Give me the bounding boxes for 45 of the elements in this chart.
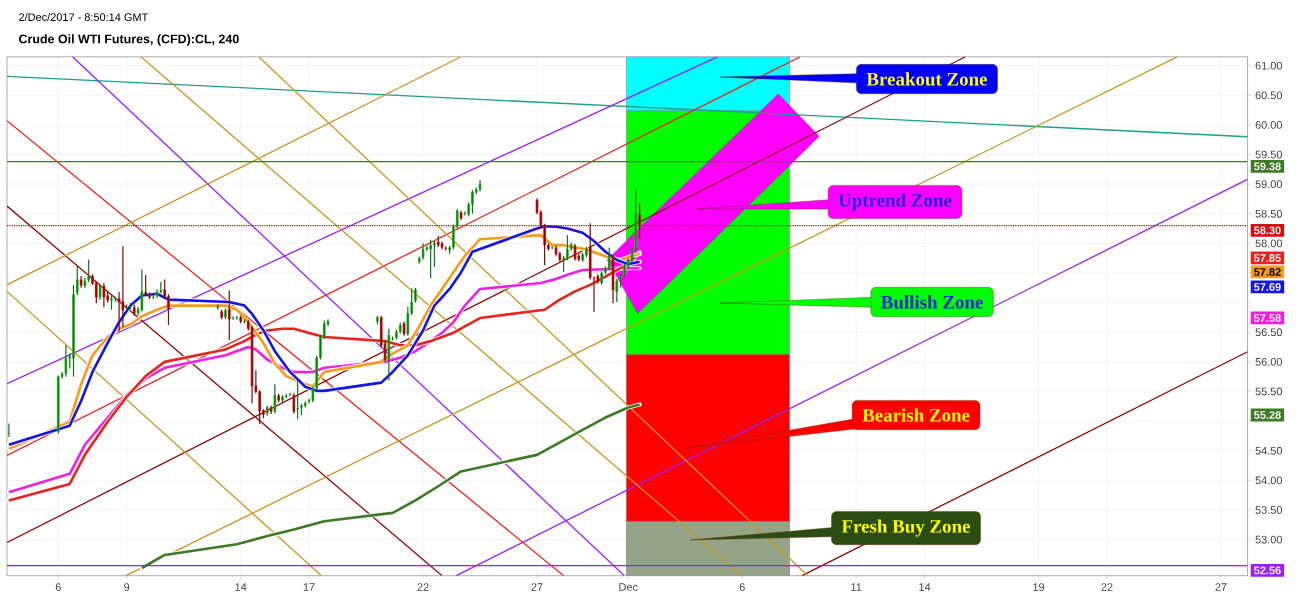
annotation: Bearish Zone [862,408,970,422]
y-tick-label: 58.00 [1255,239,1283,248]
y-tick-label: 61.00 [1255,61,1283,70]
y-tick-label: 58.50 [1255,209,1283,218]
y-tick-label: 60.50 [1255,91,1283,100]
text: 57.58 [1254,314,1281,322]
annotation: Fresh Buy Zone [841,519,971,537]
x-tick-label: 27 [1215,583,1227,591]
x-tick-label: 27 [531,583,543,591]
ref-line-label: 52.56 [1254,566,1281,575]
ref-line-label: 58.30 [1254,226,1281,235]
candlestick [376,315,379,325]
x-tick-label: 19 [1033,583,1045,591]
y-tick-label: 54.00 [1255,476,1283,485]
y-tick-label: 59.00 [1255,180,1283,189]
x-tick-label: 22 [417,583,429,591]
annotation: Uptrend Zone [838,193,952,211]
y-tick-label: 55.50 [1255,387,1283,396]
x-tick-label: 17 [303,583,315,591]
y-tick-label: 59.50 [1255,150,1283,159]
text: 57.85 [1254,254,1281,262]
x-tick-label: 22 [1101,583,1113,591]
x-tick-label: 6 [739,583,745,591]
x-tick-label: 6 [55,583,61,591]
text: 55.28 [1254,411,1281,419]
y-tick-label: 56.00 [1255,357,1283,366]
y-tick-label: 60.00 [1255,121,1283,129]
y-tick-label: 53.00 [1255,535,1283,544]
y-tick-label: 53.50 [1255,506,1283,514]
y-tick-label: 56.50 [1255,328,1283,337]
text: 2/Dec/2017 - 8:50:14 GMT [19,12,148,22]
x-tick-label: 14 [919,583,931,591]
y-tick-label: 54.50 [1255,446,1283,455]
x-tick-label: 9 [124,583,130,591]
x-tick-label: 14 [235,583,247,591]
text: 57.69 [1254,283,1281,291]
x-tick-label: 11 [851,583,862,591]
text: 57.82 [1254,268,1281,276]
annotation: Bullish Zone [881,295,983,309]
ref-line-label: 59.38 [1254,162,1281,171]
annotation: Breakout Zone [866,72,988,86]
line-series [139,402,642,571]
chart-title: Crude Oil WTI Futures, (CFD):CL, 240 [19,34,239,46]
candlestick [243,318,246,324]
x-tick-label: Dec [619,583,638,591]
